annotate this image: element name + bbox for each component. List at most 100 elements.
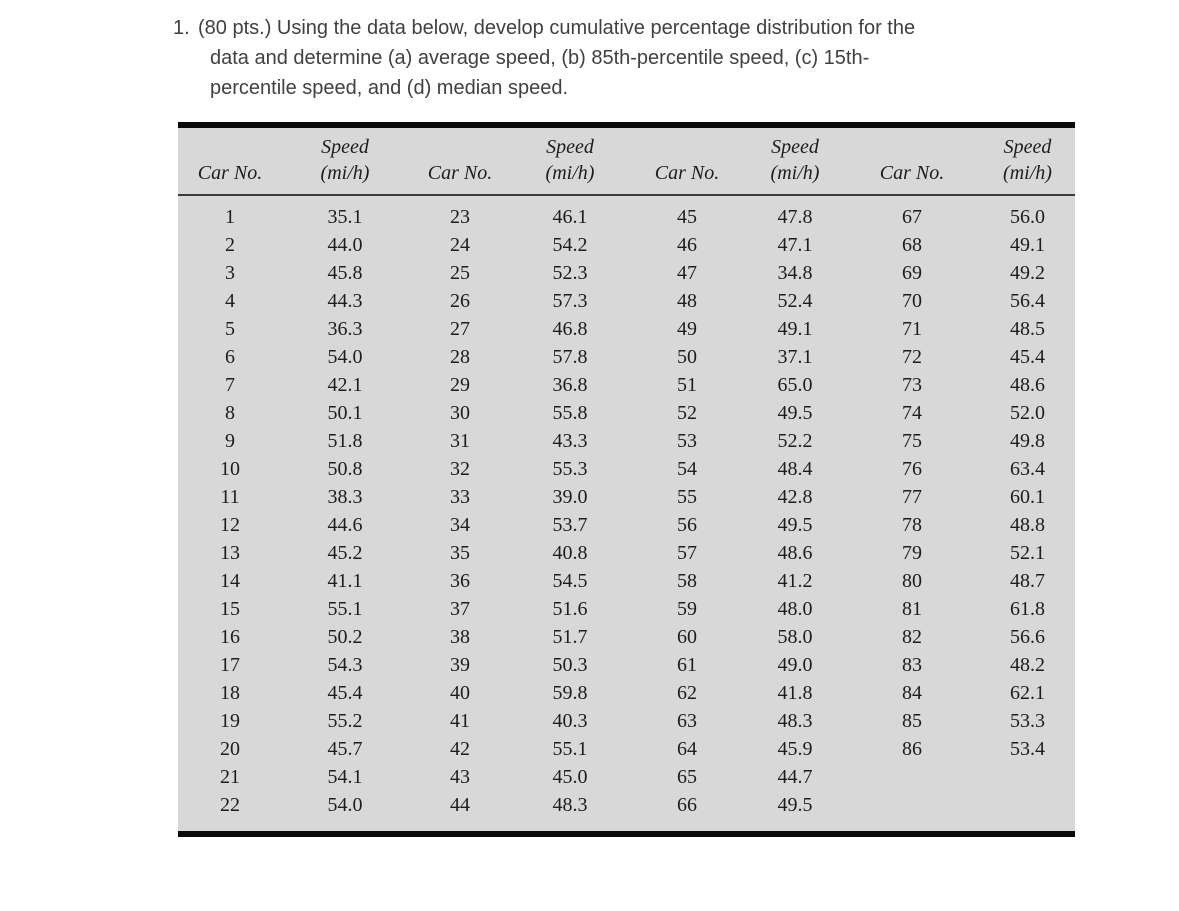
car-no-cell: 55 <box>677 486 697 508</box>
speed-cell: 65.0 <box>777 374 813 396</box>
speed-cell: 44.0 <box>327 234 363 256</box>
table-row: 10 50.8 32 55.3 54 48.4 76 63.4 <box>178 455 1075 483</box>
speed-cell: 52.0 <box>1010 402 1045 424</box>
car-no-cell: 24 <box>450 234 470 256</box>
car-no-cell: 17 <box>220 654 240 676</box>
car-no-cell: 37 <box>450 598 470 620</box>
car-no-cell: 54 <box>677 458 697 480</box>
car-no-cell: 30 <box>450 402 470 424</box>
speed-table-header-row: Car No. Speed (mi/h) Car No. Speed (mi/h… <box>178 128 1075 196</box>
problem-text-line-2: data and determine (a) average speed, (b… <box>210 47 870 69</box>
speed-cell: 51.8 <box>327 430 363 452</box>
speed-cell: 63.4 <box>1010 458 1045 480</box>
car-no-cell: 35 <box>450 542 470 564</box>
speed-cell: 56.4 <box>1010 290 1045 312</box>
speed-cell: 45.0 <box>552 766 588 788</box>
car-no-cell: 45 <box>677 206 697 228</box>
speed-cell: 40.3 <box>552 710 588 732</box>
speed-cell: 40.8 <box>552 542 588 564</box>
car-no-cell: 60 <box>677 626 697 648</box>
problem-text-line-3: percentile speed, and (d) median speed. <box>210 77 569 99</box>
car-no-cell: 9 <box>225 430 235 452</box>
car-no-cell: 44 <box>450 794 470 816</box>
speed-cell: 35.1 <box>327 206 363 228</box>
car-no-cell: 38 <box>450 626 470 648</box>
speed-cell: 58.0 <box>777 626 813 648</box>
table-row: 22 54.0 44 48.3 66 49.5 <box>178 791 1075 819</box>
problem-text-line-1: (80 pts.) Using the data below, develop … <box>198 17 916 39</box>
speed-cell: 49.2 <box>1010 262 1045 284</box>
speed-header: Speed (mi/h) <box>512 134 628 186</box>
speed-cell: 45.8 <box>327 262 363 284</box>
speed-cell: 57.3 <box>552 290 588 312</box>
speed-cell: 38.3 <box>327 486 363 508</box>
table-row: 6 54.0 28 57.8 50 37.1 72 45.4 <box>178 343 1075 371</box>
car-no-cell: 19 <box>220 710 240 732</box>
car-no-cell: 72 <box>902 346 922 368</box>
car-no-cell: 16 <box>220 626 240 648</box>
car-no-cell: 31 <box>450 430 470 452</box>
car-no-cell: 23 <box>450 206 470 228</box>
car-no-cell: 5 <box>225 318 235 340</box>
table-row: 15 55.1 37 51.6 59 48.0 81 61.8 <box>178 595 1075 623</box>
car-no-cell: 27 <box>450 318 470 340</box>
problem-statement: 1. (80 pts.) Using the data below, devel… <box>173 13 915 103</box>
car-no-cell: 76 <box>902 458 922 480</box>
car-no-cell: 49 <box>677 318 697 340</box>
speed-header-label: Speed <box>771 136 819 158</box>
car-no-cell: 77 <box>902 486 922 508</box>
speed-cell: 45.7 <box>327 738 363 760</box>
speed-cell: 55.1 <box>552 738 588 760</box>
table-row: 8 50.1 30 55.8 52 49.5 74 52.0 <box>178 399 1075 427</box>
problem-line: 1. (80 pts.) Using the data below, devel… <box>173 13 915 43</box>
car-no-cell: 80 <box>902 570 922 592</box>
table-row: 2 44.0 24 54.2 46 47.1 68 49.1 <box>178 231 1075 259</box>
car-no-cell: 57 <box>677 542 697 564</box>
car-no-header: Car No. <box>427 162 493 184</box>
car-no-cell: 1 <box>225 206 235 228</box>
speed-cell: 50.1 <box>327 402 363 424</box>
table-row: 4 44.3 26 57.3 48 52.4 70 56.4 <box>178 287 1075 315</box>
speed-cell: 47.1 <box>777 234 813 256</box>
table-row: 5 36.3 27 46.8 49 49.1 71 48.5 <box>178 315 1075 343</box>
car-no-cell: 13 <box>220 542 240 564</box>
car-no-cell: 14 <box>220 570 240 592</box>
speed-cell: 45.9 <box>777 738 813 760</box>
speed-table-body: 1 35.1 23 46.1 45 47.8 67 56.0 2 44.0 24 54.2 46 47.1… <box>178 196 1075 831</box>
speed-cell: 54.0 <box>327 794 363 816</box>
car-no-cell: 12 <box>220 514 240 536</box>
speed-cell: 34.8 <box>777 262 813 284</box>
car-no-header: Car No. <box>197 162 263 184</box>
car-no-cell: 56 <box>677 514 697 536</box>
speed-cell: 56.0 <box>1010 206 1045 228</box>
speed-cell: 44.7 <box>777 766 813 788</box>
car-no-cell: 61 <box>677 654 697 676</box>
speed-cell: 54.1 <box>327 766 363 788</box>
speed-cell: 49.1 <box>1010 234 1045 256</box>
car-no-cell: 18 <box>220 682 240 704</box>
car-no-cell <box>844 791 980 819</box>
speed-cell: 44.3 <box>327 290 363 312</box>
car-no-cell: 84 <box>902 682 922 704</box>
speed-cell: 48.8 <box>1010 514 1045 536</box>
problem-number: 1. <box>173 17 190 39</box>
car-no-cell: 3 <box>225 262 235 284</box>
speed-cell: 41.2 <box>777 570 813 592</box>
speed-cell: 44.6 <box>327 514 363 536</box>
car-no-cell: 11 <box>220 486 240 508</box>
speed-cell: 42.8 <box>777 486 813 508</box>
speed-cell: 55.3 <box>552 458 588 480</box>
car-no-header: Car No. <box>654 162 720 184</box>
speed-cell <box>980 763 1075 791</box>
car-no-cell: 48 <box>677 290 697 312</box>
speed-cell: 52.3 <box>552 262 588 284</box>
speed-cell: 49.5 <box>777 402 813 424</box>
car-no-cell <box>844 763 980 791</box>
speed-cell: 47.8 <box>777 206 813 228</box>
speed-header-label: Speed <box>321 136 369 158</box>
speed-cell: 49.0 <box>777 654 813 676</box>
speed-cell: 49.5 <box>777 794 813 816</box>
speed-cell: 49.8 <box>1010 430 1045 452</box>
speed-header: Speed (mi/h) <box>980 134 1075 186</box>
